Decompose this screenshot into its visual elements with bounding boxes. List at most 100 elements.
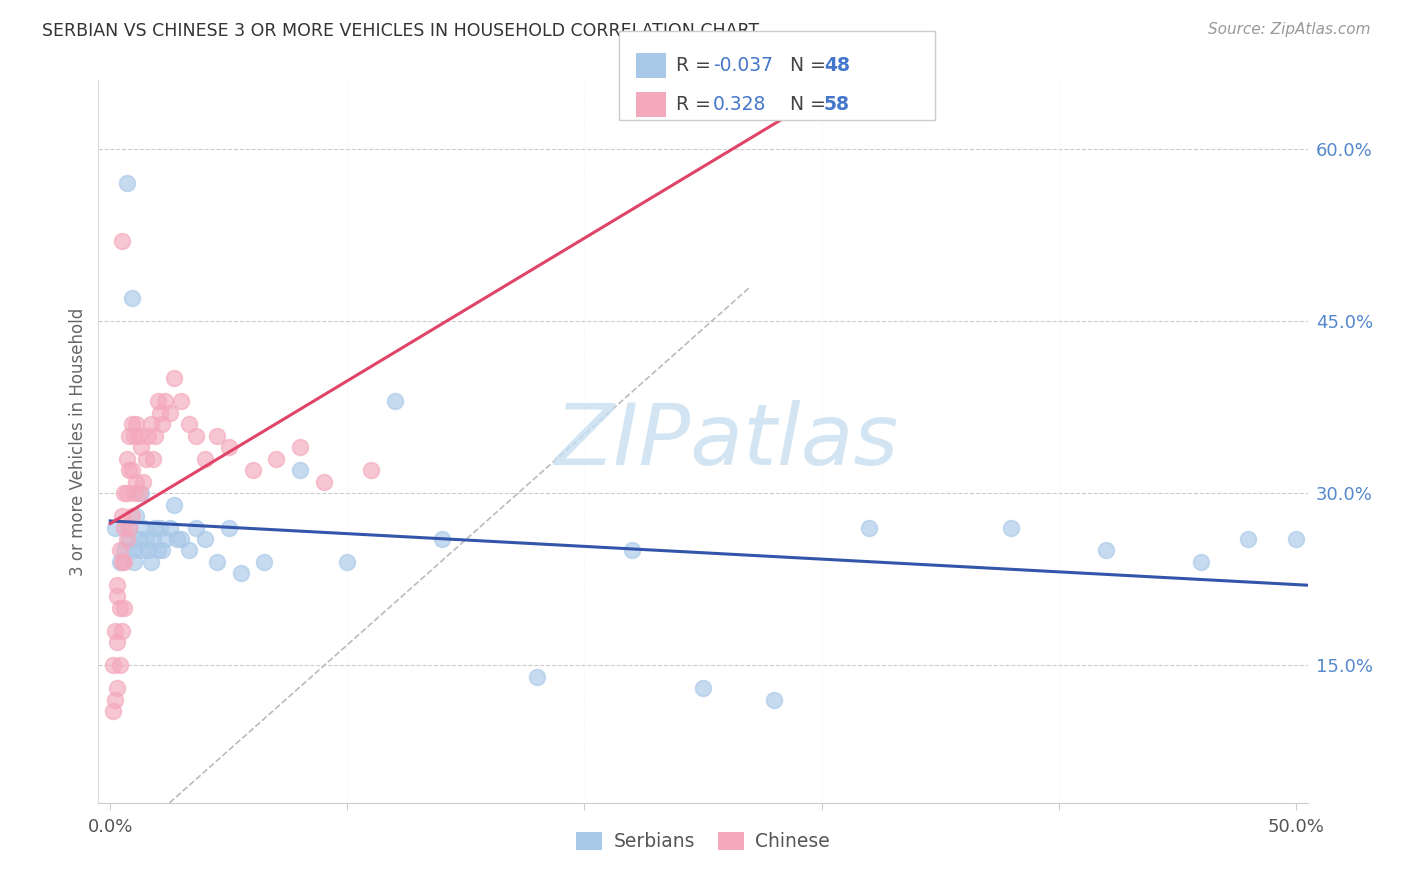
Point <box>118 429 141 443</box>
Point <box>858 520 880 534</box>
Point <box>132 475 155 489</box>
Point <box>125 417 148 432</box>
Point <box>170 394 193 409</box>
Point <box>122 486 145 500</box>
Point <box>163 371 186 385</box>
Point <box>114 486 136 500</box>
Point <box>122 555 145 569</box>
Point <box>149 406 172 420</box>
Point <box>146 394 169 409</box>
Point <box>105 590 128 604</box>
Point <box>146 543 169 558</box>
Point <box>152 417 174 432</box>
Point <box>105 681 128 695</box>
Point <box>136 543 159 558</box>
Point <box>111 555 134 569</box>
Text: SERBIAN VS CHINESE 3 OR MORE VEHICLES IN HOUSEHOLD CORRELATION CHART: SERBIAN VS CHINESE 3 OR MORE VEHICLES IN… <box>42 22 759 40</box>
Text: ZIPatlas: ZIPatlas <box>555 400 900 483</box>
Text: -0.037: -0.037 <box>713 55 773 75</box>
Point <box>142 451 165 466</box>
Point <box>108 658 131 673</box>
Point <box>205 555 228 569</box>
Point <box>159 520 181 534</box>
Point <box>139 555 162 569</box>
Point <box>111 624 134 638</box>
Point <box>104 692 127 706</box>
Point <box>101 658 124 673</box>
Point <box>526 670 548 684</box>
Point <box>122 543 145 558</box>
Point <box>128 486 150 500</box>
Point <box>184 520 207 534</box>
Point <box>121 417 143 432</box>
Text: Source: ZipAtlas.com: Source: ZipAtlas.com <box>1208 22 1371 37</box>
Point <box>143 520 166 534</box>
Point <box>143 429 166 443</box>
Point <box>166 532 188 546</box>
Point <box>115 486 138 500</box>
Text: N =: N = <box>790 55 832 75</box>
Point <box>218 440 240 454</box>
Point <box>121 509 143 524</box>
Point <box>115 532 138 546</box>
Point <box>149 520 172 534</box>
Point <box>104 624 127 638</box>
Point <box>1189 555 1212 569</box>
Point <box>218 520 240 534</box>
Point <box>360 463 382 477</box>
Point <box>101 704 124 718</box>
Point <box>384 394 406 409</box>
Text: N =: N = <box>790 95 832 114</box>
Point <box>136 429 159 443</box>
Point <box>620 543 643 558</box>
Point <box>125 475 148 489</box>
Y-axis label: 3 or more Vehicles in Household: 3 or more Vehicles in Household <box>69 308 87 575</box>
Point <box>129 543 152 558</box>
Point <box>105 578 128 592</box>
Point <box>336 555 359 569</box>
Point <box>114 520 136 534</box>
Text: 48: 48 <box>824 55 849 75</box>
Point <box>1285 532 1308 546</box>
Point <box>194 532 217 546</box>
Point <box>135 532 157 546</box>
Point <box>194 451 217 466</box>
Point <box>184 429 207 443</box>
Point <box>115 177 138 191</box>
Point <box>128 429 150 443</box>
Point <box>105 635 128 649</box>
Point <box>129 486 152 500</box>
Point <box>114 543 136 558</box>
Point <box>177 543 200 558</box>
Point <box>118 532 141 546</box>
Text: 58: 58 <box>824 95 849 114</box>
Point <box>142 532 165 546</box>
Point <box>177 417 200 432</box>
Point <box>122 429 145 443</box>
Point <box>115 451 138 466</box>
Point <box>129 440 152 454</box>
Legend: Serbians, Chinese: Serbians, Chinese <box>568 824 838 858</box>
Point <box>432 532 454 546</box>
Point <box>153 394 176 409</box>
Point <box>312 475 335 489</box>
Point <box>121 291 143 305</box>
Point <box>111 234 134 248</box>
Text: R =: R = <box>676 95 723 114</box>
Point <box>111 509 134 524</box>
Point <box>104 520 127 534</box>
Point <box>242 463 264 477</box>
Point <box>288 440 311 454</box>
Point <box>135 451 157 466</box>
Point <box>114 555 136 569</box>
Point <box>763 692 786 706</box>
Point <box>108 543 131 558</box>
Point <box>1095 543 1118 558</box>
Point <box>125 509 148 524</box>
Point <box>108 555 131 569</box>
Point <box>108 600 131 615</box>
Point <box>118 520 141 534</box>
Point <box>153 532 176 546</box>
Point <box>118 520 141 534</box>
Text: R =: R = <box>676 55 717 75</box>
